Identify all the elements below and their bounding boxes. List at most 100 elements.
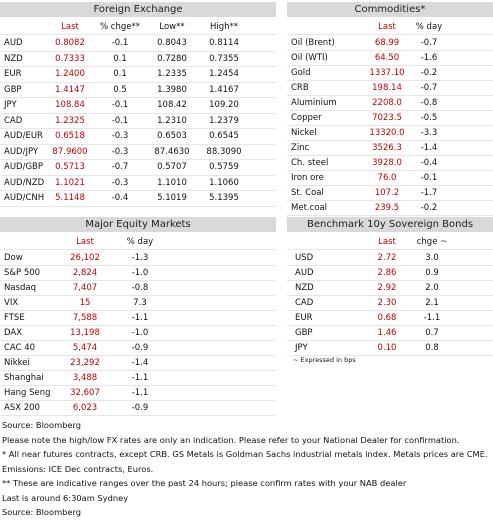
cell-value: 1.2379 [209, 115, 239, 126]
row-line [0, 280, 276, 281]
row-line [0, 415, 276, 416]
row-label: GBP [295, 328, 313, 338]
cell-value: -0.4 [420, 158, 438, 168]
cell-value: -1.4 [131, 358, 149, 368]
cell-value: 108.84 [55, 100, 85, 110]
row-line [287, 95, 493, 96]
row-label: Met.coal [291, 203, 328, 213]
cell-value: 1.1060 [209, 177, 239, 188]
cell-value: 1.2325 [55, 115, 85, 126]
cell-value: -0.1 [111, 115, 129, 126]
row-label: CRB [291, 83, 309, 93]
cell-value: 87.4630 [154, 146, 190, 157]
cell-value: -0.2 [420, 203, 438, 213]
cell-value: 64.50 [374, 53, 400, 63]
cell-value: 1.1021 [55, 177, 85, 188]
cell-value: 2.1 [425, 298, 439, 308]
cell-value: 0.6503 [157, 131, 187, 141]
cell-value: 3.0 [425, 253, 439, 263]
header-line [0, 249, 276, 250]
row-line [287, 50, 493, 51]
row-label: DAX [4, 328, 23, 338]
row-line [287, 265, 493, 266]
cell-value: 7,588 [72, 313, 98, 323]
row-line [0, 97, 276, 98]
row-label: AUD [295, 268, 314, 278]
row-line [0, 159, 276, 160]
row-label: NZD [295, 283, 314, 293]
row-line [0, 66, 276, 67]
cell-value: 0.7333 [55, 53, 85, 64]
row-label: CAC 40 [4, 343, 36, 353]
row-label: St. Coal [291, 188, 324, 198]
cell-value: 32,607 [70, 388, 100, 398]
column-header: Last [378, 237, 396, 247]
row-label: AUD/JPY [4, 146, 39, 157]
row-line [0, 112, 276, 114]
header-line [287, 34, 493, 35]
cell-value: 0.5759 [209, 162, 239, 172]
row-label: Dow [4, 253, 23, 263]
row-line [0, 190, 276, 191]
panel-title: Commodities* [287, 2, 493, 17]
cell-value: -1.1 [423, 313, 441, 323]
note: ** These are indicative ranges over the … [2, 478, 407, 488]
row-line [287, 110, 493, 111]
cell-value: 13320.0 [369, 128, 405, 138]
cell-value: 239.5 [374, 203, 400, 213]
note: * All near futures contracts, except CRB… [2, 449, 488, 459]
cell-value: 26,102 [70, 253, 100, 263]
cell-value: 3,488 [72, 373, 98, 383]
row-label: S&P 500 [4, 268, 41, 278]
cell-value: 7.3 [133, 298, 147, 308]
cell-value: -0.3 [111, 146, 129, 157]
row-label: JPY [295, 343, 308, 353]
row-line [287, 340, 493, 341]
cell-value: 0.6518 [55, 131, 85, 141]
cell-value: 0.1 [113, 69, 127, 79]
column-header: Last [61, 22, 79, 32]
row-label: Nasdaq [4, 283, 36, 293]
cell-value: -0.8 [420, 98, 438, 108]
cell-value: 2.30 [377, 298, 397, 308]
cell-value: 1.2335 [157, 69, 187, 79]
row-label: Oil (Brent) [291, 38, 335, 48]
cell-value: 1.2454 [209, 69, 239, 79]
row-label: AUD/CNH [4, 193, 45, 203]
row-line [287, 185, 493, 186]
column-header: High** [209, 22, 239, 32]
cell-value: 5,474 [72, 343, 98, 353]
cell-value: 2208.0 [372, 98, 402, 108]
row-line [287, 215, 493, 216]
cell-value: -0.3 [111, 131, 129, 141]
cell-value: 0.8 [425, 343, 439, 353]
cell-value: -0.1 [111, 38, 129, 48]
cell-value: 1.4167 [209, 84, 239, 95]
row-label: EUR [295, 313, 313, 323]
cell-value: 107.2 [374, 188, 400, 198]
header-line [0, 34, 276, 35]
row-label: VIX [4, 298, 19, 308]
row-label: Ch. steel [291, 158, 329, 168]
cell-value: -0.1 [420, 173, 438, 183]
column-header: % day [126, 237, 154, 247]
cell-value: 1.2310 [157, 115, 187, 126]
cell-value: -1.0 [131, 268, 149, 278]
row-label: Copper [291, 113, 322, 123]
row-line [0, 355, 276, 356]
cell-value: 0.5713 [55, 162, 85, 172]
row-label: Nikkei [4, 358, 30, 368]
row-label: AUD [4, 38, 23, 48]
cell-value: -1.1 [131, 313, 149, 323]
row-line [287, 295, 493, 296]
cell-value: -1.4 [420, 143, 438, 153]
row-line [287, 310, 493, 311]
cell-value: -1.1 [131, 373, 149, 383]
row-label: Oil (WTI) [291, 53, 328, 63]
cell-value: 88.3090 [206, 146, 242, 157]
row-label: CAD [4, 115, 23, 126]
cell-value: 2.92 [377, 283, 397, 293]
row-line [287, 65, 493, 66]
row-label: Aluminium [291, 98, 337, 108]
